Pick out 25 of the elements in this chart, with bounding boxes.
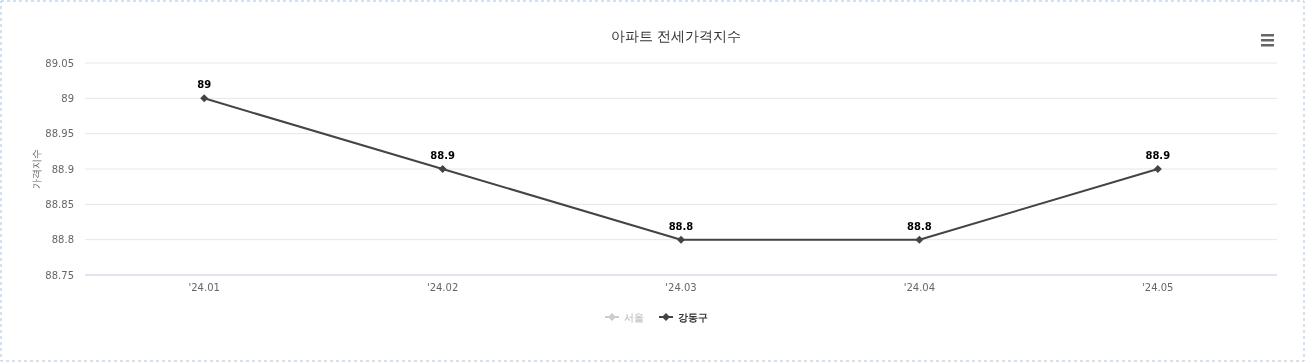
data-label: 88.9: [1145, 150, 1171, 161]
point: [677, 235, 685, 244]
data-label: 88.9: [430, 150, 455, 161]
y-tick-label: 88.95: [45, 128, 74, 140]
point: [915, 235, 924, 244]
y-tick-label: 88.8: [51, 234, 74, 246]
x-tick-label: '24.02: [426, 282, 459, 293]
x-tick-label: '24.05: [1142, 282, 1174, 293]
point: [200, 94, 209, 103]
y-tick-label: 89: [61, 92, 74, 104]
y-axis-title: 가격지수: [31, 149, 42, 189]
y-tick-label: 89.05: [45, 57, 74, 69]
point: [438, 165, 447, 173]
y-tick-label: 88.75: [45, 269, 74, 281]
data-label: 88.8: [668, 220, 694, 232]
x-tick-label: '24.03: [665, 282, 697, 293]
legend-label: 강동구: [678, 312, 708, 323]
y-tick-label: 88.9: [51, 163, 74, 175]
y-tick-label: 88.85: [45, 198, 74, 210]
data-label: 88.8: [907, 220, 932, 232]
chart-title: 아파트 전세가격지수: [610, 28, 742, 44]
x-tick-label: '24.01: [188, 282, 220, 293]
data-label: 89: [197, 79, 212, 91]
point: [1153, 165, 1162, 173]
x-tick-label: '24.04: [903, 282, 936, 293]
